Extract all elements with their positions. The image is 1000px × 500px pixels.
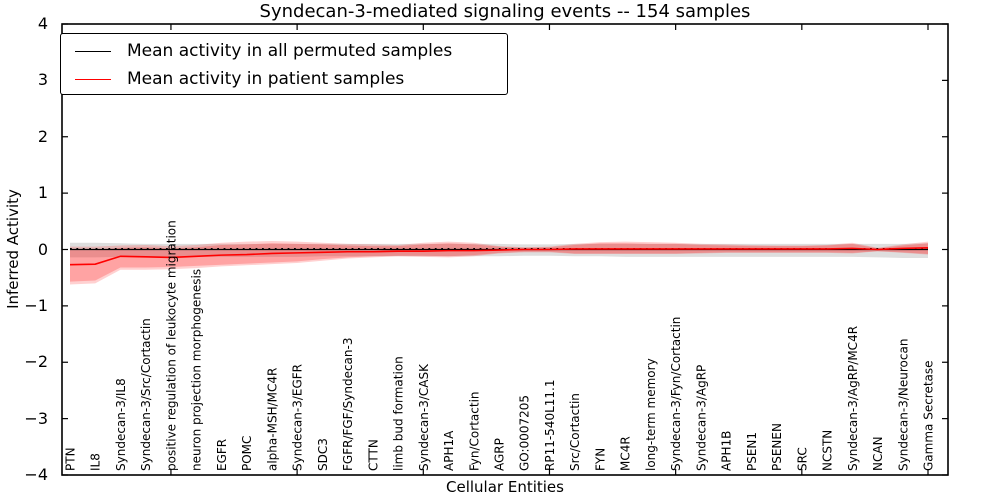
y-tick-label: −2 <box>24 352 48 372</box>
y-tick-label: 4 <box>37 14 48 33</box>
x-tick-label: Syndecan-3/Src/Cortactin <box>139 318 153 471</box>
x-tick-label: Fyn/Cortactin <box>467 391 481 471</box>
x-tick-label: neuron projection morphogenesis <box>190 269 204 471</box>
x-tick-label: Syndecan-3/AgRP/MC4R <box>846 326 860 471</box>
legend-item-permuted: Mean activity in all permuted samples <box>61 37 507 65</box>
x-tick-label: Syndecan-3/Fyn/Cortactin <box>669 317 683 471</box>
x-tick-label: Syndecan-3/Neurocan <box>896 339 910 471</box>
x-tick-label: Syndecan-3/AgRP <box>694 365 708 471</box>
x-tick-label: limb bud formation <box>392 356 406 471</box>
y-tick-label: 0 <box>37 239 48 259</box>
patient-line-swatch-icon <box>75 78 111 80</box>
x-tick-label: GO:0007205 <box>518 395 532 471</box>
x-tick-label: POMC <box>240 436 254 471</box>
x-tick-label: FGFR/FGF/Syndecan-3 <box>341 338 355 471</box>
legend-label-permuted: Mean activity in all permuted samples <box>127 41 453 61</box>
x-tick-label: Gamma Secretase <box>922 360 936 471</box>
y-tick-label: −3 <box>24 408 48 428</box>
x-tick-label: EGFR <box>215 439 229 471</box>
x-tick-label: positive regulation of leukocyte migrati… <box>164 220 178 471</box>
y-tick-label: 1 <box>37 183 48 203</box>
x-tick-label: Syndecan-3/CASK <box>417 363 431 471</box>
x-tick-label: NCSTN <box>821 430 835 471</box>
x-tick-label: long-term memory <box>644 358 658 471</box>
x-tick-label: PSEN1 <box>745 432 759 471</box>
x-tick-label: Syndecan-3/EGFR <box>291 364 305 471</box>
legend-item-patient: Mean activity in patient samples <box>61 65 507 93</box>
band-patient-samples-range-outer <box>70 241 928 285</box>
x-tick-label: SRC <box>795 447 809 471</box>
permuted-line-swatch-icon <box>75 50 111 52</box>
x-tick-label: CTTN <box>366 439 380 471</box>
y-tick-label: −1 <box>24 295 48 315</box>
x-tick-label: AGRP <box>493 438 507 471</box>
x-tick-label: PTN <box>64 447 78 471</box>
legend: Mean activity in all permuted samples Me… <box>60 33 508 95</box>
x-axis-label: Cellular Entities <box>446 478 564 496</box>
x-tick-label: IL8 <box>89 453 103 471</box>
legend-label-patient: Mean activity in patient samples <box>127 69 405 89</box>
x-tick-label: SDC3 <box>316 438 330 471</box>
x-tick-label: PSENEN <box>770 423 784 471</box>
x-tick-label: RP11-540L11.1 <box>543 380 557 471</box>
x-tick-label: Src/Cortactin <box>568 393 582 471</box>
series-line-patient <box>69 247 929 266</box>
y-tick-label: 3 <box>37 70 48 90</box>
x-tick-label: FYN <box>593 448 607 471</box>
chart-title: Syndecan-3-mediated signaling events -- … <box>259 1 751 22</box>
x-tick-label: APH1A <box>442 430 456 471</box>
x-tick-label: alpha-MSH/MC4R <box>265 368 279 471</box>
y-tick-label: 2 <box>37 126 48 146</box>
x-tick-label: NCAN <box>871 436 885 471</box>
x-tick-label: Syndecan-3/IL8 <box>114 378 128 471</box>
x-tick-label: MC4R <box>619 436 633 471</box>
x-tick-label: APH1B <box>720 431 734 471</box>
y-tick-label: −4 <box>24 465 48 484</box>
